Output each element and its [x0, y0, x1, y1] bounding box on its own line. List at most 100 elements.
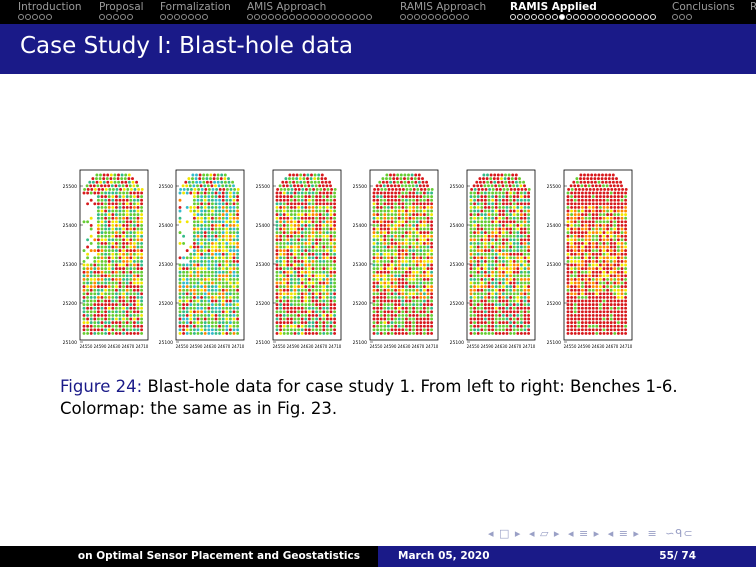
- blast-hole-point: [178, 241, 182, 245]
- nav-frame-dots[interactable]: [99, 14, 134, 22]
- nav-frame-dot[interactable]: [636, 14, 642, 20]
- nav-search-icon[interactable]: ∽ᑫ⊂: [665, 527, 694, 540]
- nav-frame-dot[interactable]: [275, 14, 281, 20]
- nav-frame-dot[interactable]: [247, 14, 253, 20]
- nav-frame-dot[interactable]: [629, 14, 635, 20]
- blast-hole-point: [501, 213, 505, 217]
- nav-frame-dot[interactable]: [672, 14, 678, 20]
- nav-frame-dot[interactable]: [25, 14, 31, 20]
- nav-frame-dots[interactable]: [400, 14, 470, 22]
- nav-frame-dot[interactable]: [573, 14, 579, 20]
- nav-frame-dot[interactable]: [167, 14, 173, 20]
- blast-hole-point: [196, 231, 200, 235]
- nav-frame-dot[interactable]: [268, 14, 274, 20]
- nav-frame-dot[interactable]: [324, 14, 330, 20]
- nav-frame-dot[interactable]: [18, 14, 24, 20]
- nav-frame-dot[interactable]: [261, 14, 267, 20]
- nav-frame-dot[interactable]: [622, 14, 628, 20]
- nav-frame-dot[interactable]: [679, 14, 685, 20]
- nav-frame-dot[interactable]: [643, 14, 649, 20]
- nav-frame-dot[interactable]: [686, 14, 692, 20]
- nav-frame-dot[interactable]: [254, 14, 260, 20]
- nav-align-icon[interactable]: ≡: [647, 527, 658, 540]
- blast-hole-point: [210, 227, 214, 231]
- nav-frame-dots[interactable]: [672, 14, 693, 22]
- nav-frame-dot[interactable]: [456, 14, 462, 20]
- nav-frame-dot[interactable]: [113, 14, 119, 20]
- nav-frame-dot[interactable]: [106, 14, 112, 20]
- nav-frame-dot[interactable]: [615, 14, 621, 20]
- nav-frame-dot[interactable]: [352, 14, 358, 20]
- nav-frame-dot[interactable]: [296, 14, 302, 20]
- nav-doc-icon[interactable]: ◂ ≡ ▸: [607, 527, 640, 540]
- nav-frame-dot[interactable]: [608, 14, 614, 20]
- nav-section-proposal[interactable]: Proposal: [99, 1, 144, 13]
- nav-section-amis-approach[interactable]: AMIS Approach: [247, 1, 327, 13]
- nav-frame-dots[interactable]: [18, 14, 53, 22]
- nav-frame-dot[interactable]: [531, 14, 537, 20]
- nav-frame-dots[interactable]: [510, 14, 657, 22]
- beamer-navigation-symbols[interactable]: ◂ □ ▸ ◂ ▱ ▸ ◂ ≡ ▸ ◂ ≡ ▸ ≡ ∽ᑫ⊂: [488, 527, 697, 541]
- nav-frame-dot[interactable]: [587, 14, 593, 20]
- nav-frame-dot[interactable]: [46, 14, 52, 20]
- blast-hole-point: [232, 321, 236, 325]
- nav-section-introduction[interactable]: Introduction: [18, 1, 82, 13]
- nav-section-icon[interactable]: ◂ ≡ ▸: [567, 527, 601, 540]
- nav-frame-dot[interactable]: [310, 14, 316, 20]
- nav-frame-dot[interactable]: [331, 14, 337, 20]
- nav-frame-dot[interactable]: [400, 14, 406, 20]
- nav-frame-dot[interactable]: [345, 14, 351, 20]
- nav-frame-dot[interactable]: [127, 14, 133, 20]
- nav-frame-dot[interactable]: [195, 14, 201, 20]
- blast-hole-point: [527, 205, 531, 209]
- nav-frame-dot[interactable]: [120, 14, 126, 20]
- nav-frame-dot[interactable]: [559, 14, 565, 20]
- nav-frame-dot[interactable]: [366, 14, 372, 20]
- nav-section-formalization[interactable]: Formalization: [160, 1, 231, 13]
- nav-frame-dot[interactable]: [510, 14, 516, 20]
- nav-frame-dot[interactable]: [303, 14, 309, 20]
- nav-frame-dot[interactable]: [552, 14, 558, 20]
- nav-frame-dot[interactable]: [160, 14, 166, 20]
- nav-frame-dot[interactable]: [421, 14, 427, 20]
- nav-frame-dot[interactable]: [463, 14, 469, 20]
- nav-frame-dot[interactable]: [39, 14, 45, 20]
- nav-frame-dot[interactable]: [449, 14, 455, 20]
- nav-frame-dot[interactable]: [594, 14, 600, 20]
- nav-frame-dot[interactable]: [181, 14, 187, 20]
- nav-frame-dot[interactable]: [359, 14, 365, 20]
- nav-frame-dot[interactable]: [545, 14, 551, 20]
- nav-frame-dot[interactable]: [289, 14, 295, 20]
- nav-frame-dots[interactable]: [247, 14, 373, 22]
- nav-section-r[interactable]: R: [750, 1, 756, 13]
- nav-frame-dot[interactable]: [517, 14, 523, 20]
- nav-frame-dot[interactable]: [32, 14, 38, 20]
- nav-frame-dots[interactable]: [160, 14, 209, 22]
- blast-hole-point: [512, 241, 516, 245]
- nav-frame-dot[interactable]: [566, 14, 572, 20]
- nav-section-conclusions[interactable]: Conclusions: [672, 1, 735, 13]
- nav-frame-dot[interactable]: [317, 14, 323, 20]
- nav-frame-dot[interactable]: [601, 14, 607, 20]
- nav-frame-dot[interactable]: [188, 14, 194, 20]
- nav-frame-dot[interactable]: [414, 14, 420, 20]
- nav-frame-dot[interactable]: [435, 14, 441, 20]
- blast-hole-point: [286, 245, 290, 249]
- nav-subsection-icon[interactable]: ◂ ▱ ▸: [528, 527, 561, 540]
- nav-frame-dot[interactable]: [650, 14, 656, 20]
- nav-frame-dot[interactable]: [202, 14, 208, 20]
- nav-frame-dot[interactable]: [580, 14, 586, 20]
- blast-hole-point: [419, 202, 423, 206]
- nav-frame-dot[interactable]: [524, 14, 530, 20]
- nav-frame-dot[interactable]: [538, 14, 544, 20]
- nav-frame-dot[interactable]: [338, 14, 344, 20]
- nav-frame-dot[interactable]: [407, 14, 413, 20]
- nav-frame-back-icon[interactable]: ◂ □ ▸: [488, 527, 522, 540]
- nav-section-ramis-applied[interactable]: RAMIS Applied: [510, 1, 597, 13]
- nav-section-ramis-approach[interactable]: RAMIS Approach: [400, 1, 487, 13]
- nav-frame-dot[interactable]: [282, 14, 288, 20]
- nav-frame-dot[interactable]: [174, 14, 180, 20]
- nav-frame-dot[interactable]: [428, 14, 434, 20]
- nav-frame-dot[interactable]: [99, 14, 105, 20]
- nav-frame-dot[interactable]: [442, 14, 448, 20]
